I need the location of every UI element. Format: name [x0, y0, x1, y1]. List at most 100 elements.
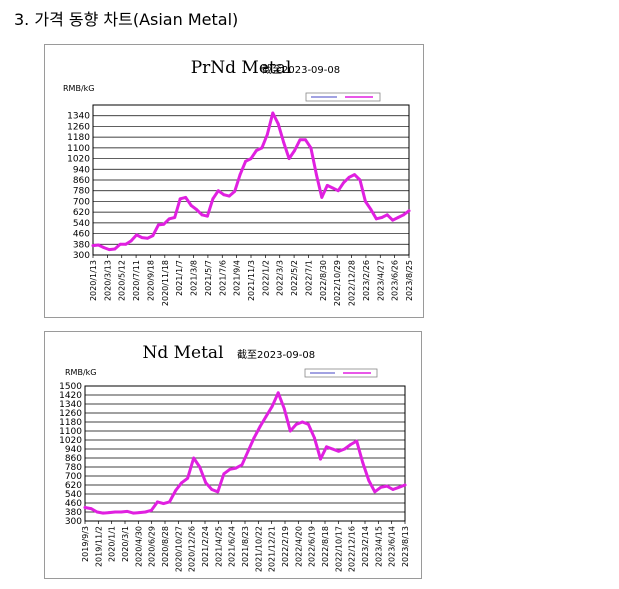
- x-tick-label: 2022/1/2: [261, 260, 270, 296]
- x-tick-label: 2023/8/25: [405, 260, 414, 301]
- data-point: [319, 457, 322, 461]
- x-tick-label: 2023/4/27: [376, 260, 385, 301]
- data-point: [298, 138, 302, 142]
- x-tick-label: 2019/11/2: [94, 526, 103, 567]
- data-point: [320, 196, 324, 199]
- data-point: [167, 217, 171, 221]
- data-point: [373, 490, 377, 494]
- x-tick-label: 2022/10/29: [333, 260, 342, 306]
- x-tick-label: 2021/12/21: [268, 526, 277, 572]
- x-tick-label: 2020/6/29: [148, 526, 157, 567]
- data-point: [282, 407, 286, 410]
- y-tick-label: 1180: [67, 133, 90, 143]
- data-point: [233, 189, 237, 193]
- data-point: [374, 217, 378, 221]
- chart-date-note: 截至2023-09-08: [237, 348, 315, 361]
- data-point: [206, 214, 209, 218]
- data-point: [89, 507, 93, 511]
- data-point: [131, 511, 135, 515]
- data-point: [140, 236, 144, 239]
- data-point: [293, 149, 296, 152]
- y-tick-label: 700: [73, 197, 90, 207]
- data-point: [306, 422, 310, 426]
- x-tick-label: 2021/3/8: [190, 260, 199, 296]
- data-point: [186, 476, 190, 480]
- data-point: [294, 422, 298, 426]
- y-tick-label: 1260: [59, 409, 82, 419]
- data-point: [198, 465, 202, 469]
- x-tick-label: 2021/9/4: [233, 260, 242, 296]
- legend-box: [304, 368, 378, 378]
- data-point: [146, 236, 149, 240]
- data-point: [271, 111, 275, 115]
- x-tick-label: 2020/3/1: [121, 526, 130, 562]
- x-tick-label: 2022/12/28: [348, 260, 357, 306]
- data-point: [391, 218, 395, 222]
- x-tick-label: 2020/4/30: [134, 526, 143, 567]
- y-tick-label: 620: [65, 481, 82, 491]
- data-point: [124, 242, 128, 246]
- data-point: [325, 183, 329, 187]
- data-point: [178, 197, 182, 201]
- y-axis-unit-label: RMB/kG: [63, 84, 94, 93]
- data-point: [343, 447, 347, 451]
- x-tick-label: 2022/5/2: [290, 260, 299, 296]
- data-point: [150, 508, 153, 512]
- data-point: [234, 466, 238, 470]
- chart-title: Nd Metal: [142, 343, 223, 363]
- x-tick-label: 2020/3/13: [103, 260, 112, 301]
- data-point: [369, 208, 373, 211]
- data-point: [282, 141, 286, 144]
- data-point: [210, 488, 214, 491]
- x-tick-label: 2022/12/16: [348, 526, 357, 572]
- data-point: [314, 173, 318, 177]
- data-point: [380, 216, 384, 219]
- y-tick-label: 1340: [67, 112, 90, 122]
- data-point: [367, 479, 371, 482]
- chart-legend: [305, 92, 381, 102]
- data-point: [252, 436, 256, 440]
- data-point: [336, 189, 340, 193]
- data-point: [228, 467, 232, 471]
- data-point: [379, 485, 383, 489]
- data-point: [151, 234, 155, 237]
- x-tick-label: 2023/2/26: [362, 260, 371, 301]
- data-point: [325, 445, 328, 449]
- data-point: [113, 510, 117, 514]
- data-point: [249, 157, 253, 160]
- plot-area: [84, 385, 406, 522]
- x-tick-label: 2020/1/13: [89, 260, 98, 301]
- x-tick-label: 2021/6/24: [228, 526, 237, 567]
- x-tick-label: 2021/8/23: [241, 526, 250, 567]
- data-point: [113, 247, 117, 251]
- data-point: [211, 197, 215, 201]
- data-point: [168, 500, 171, 504]
- data-point: [258, 425, 262, 428]
- x-tick-label: 2022/2/19: [281, 526, 290, 567]
- data-point: [222, 193, 226, 197]
- data-point: [304, 138, 307, 142]
- x-tick-label: 2019/9/3: [81, 526, 90, 562]
- x-tick-label: 2021/4/25: [214, 526, 223, 567]
- x-tick-label: 2023/4/15: [374, 526, 383, 567]
- data-point: [337, 449, 340, 453]
- chart-legend: [304, 368, 378, 378]
- data-point: [180, 481, 184, 485]
- data-point: [174, 489, 177, 493]
- data-point: [227, 194, 231, 198]
- data-point: [102, 246, 106, 250]
- data-point: [402, 213, 405, 217]
- x-tick-label: 2022/8/18: [321, 526, 330, 567]
- data-point: [238, 173, 242, 177]
- data-point: [107, 248, 111, 252]
- x-tick-label: 2022/6/19: [308, 526, 317, 567]
- data-point: [216, 189, 220, 193]
- x-tick-label: 2023/6/26: [391, 260, 400, 301]
- y-tick-label: 540: [65, 490, 82, 500]
- y-tick-label: 540: [73, 219, 90, 229]
- data-point: [244, 159, 247, 163]
- data-point: [184, 196, 188, 199]
- data-point: [246, 449, 250, 453]
- x-tick-label: 2020/7/11: [132, 260, 141, 301]
- data-point: [189, 204, 193, 207]
